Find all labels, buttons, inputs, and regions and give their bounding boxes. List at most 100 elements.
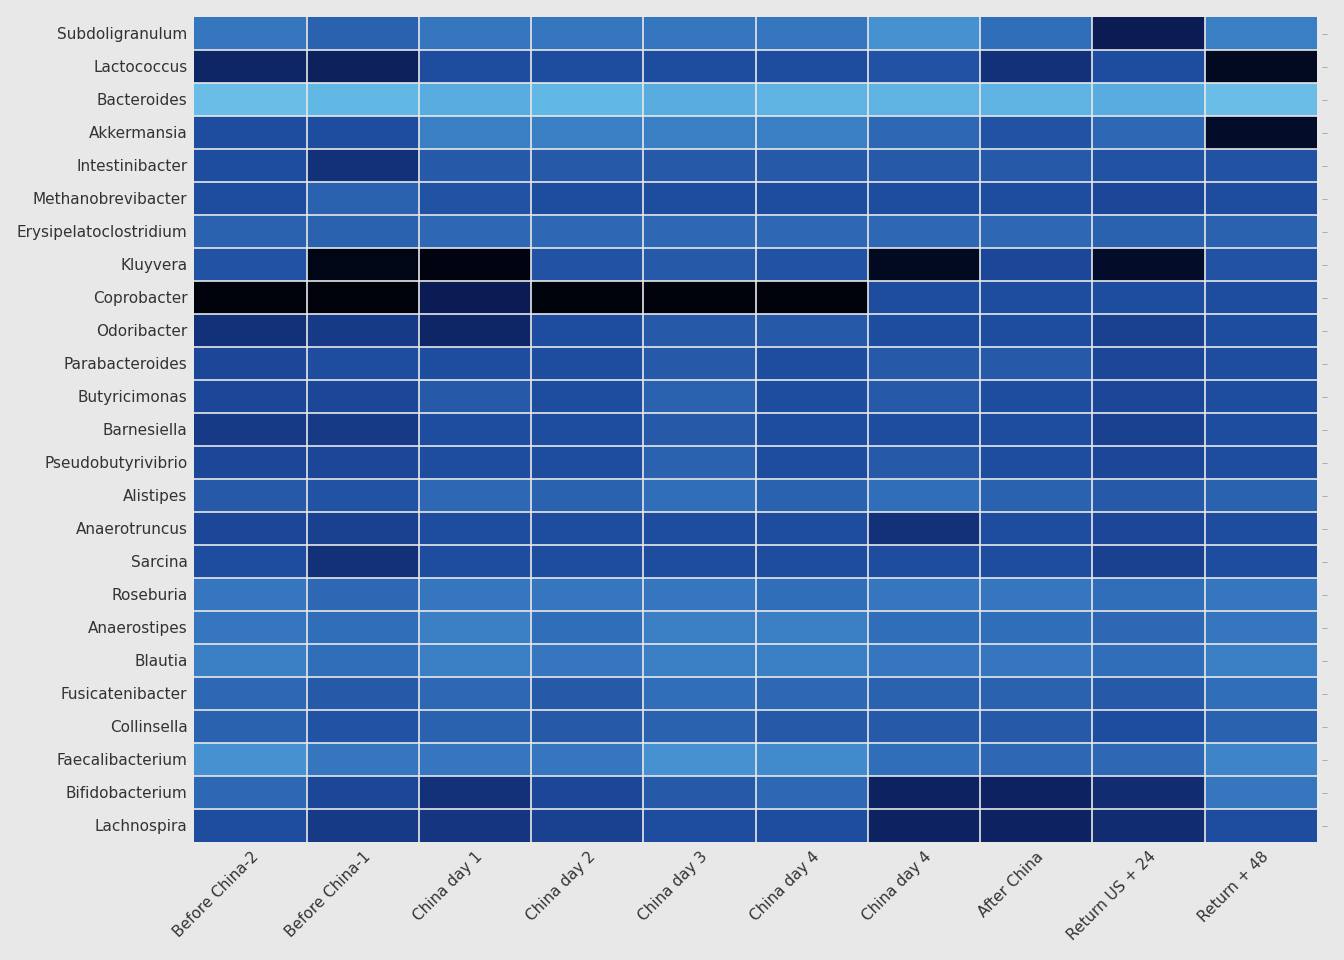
Bar [644,248,755,280]
Bar [980,50,1093,83]
Bar [1204,413,1317,445]
Bar [644,314,755,347]
Bar [868,16,980,50]
Bar [419,116,531,149]
Bar [755,545,868,578]
Bar [980,710,1093,743]
Bar [1093,445,1204,479]
Bar [306,776,419,809]
Bar [1093,644,1204,677]
Bar [531,644,644,677]
Bar [1204,149,1317,181]
Bar [755,380,868,413]
Bar [980,16,1093,50]
Bar [306,479,419,512]
Bar [195,809,306,842]
Bar [980,644,1093,677]
Bar [306,578,419,611]
Bar [980,248,1093,280]
Bar [531,347,644,380]
Bar [1204,50,1317,83]
Bar [306,545,419,578]
Bar [419,677,531,710]
Bar [1093,215,1204,248]
Bar [980,445,1093,479]
Bar [1093,50,1204,83]
Bar [980,545,1093,578]
Bar [644,380,755,413]
Bar [419,445,531,479]
Bar [1093,611,1204,644]
Bar [1093,479,1204,512]
Bar [644,280,755,314]
Bar [306,347,419,380]
Bar [531,512,644,545]
Bar [531,149,644,181]
Bar [868,280,980,314]
Bar [755,710,868,743]
Bar [644,215,755,248]
Bar [868,248,980,280]
Bar [1093,149,1204,181]
Bar [644,578,755,611]
Bar [644,16,755,50]
Bar [868,149,980,181]
Bar [755,181,868,215]
Bar [195,743,306,776]
Bar [419,545,531,578]
Bar [1204,677,1317,710]
Bar [419,413,531,445]
Bar [306,149,419,181]
Bar [1204,611,1317,644]
Bar [419,347,531,380]
Bar [419,280,531,314]
Bar [868,50,980,83]
Bar [644,545,755,578]
Bar [306,215,419,248]
Bar [531,710,644,743]
Bar [531,445,644,479]
Bar [531,280,644,314]
Bar [419,578,531,611]
Bar [419,50,531,83]
Bar [1093,512,1204,545]
Bar [980,181,1093,215]
Bar [419,83,531,116]
Bar [1093,181,1204,215]
Bar [419,380,531,413]
Bar [1204,181,1317,215]
Bar [868,677,980,710]
Bar [306,380,419,413]
Bar [306,809,419,842]
Bar [195,280,306,314]
Bar [1204,248,1317,280]
Bar [306,116,419,149]
Bar [195,578,306,611]
Bar [868,181,980,215]
Bar [644,677,755,710]
Bar [644,644,755,677]
Bar [644,445,755,479]
Bar [868,644,980,677]
Bar [868,479,980,512]
Bar [419,644,531,677]
Bar [644,479,755,512]
Bar [195,413,306,445]
Bar [419,314,531,347]
Bar [868,83,980,116]
Bar [1204,445,1317,479]
Bar [419,776,531,809]
Bar [755,809,868,842]
Bar [644,776,755,809]
Bar [531,413,644,445]
Bar [980,347,1093,380]
Bar [755,512,868,545]
Bar [531,545,644,578]
Bar [644,50,755,83]
Bar [980,743,1093,776]
Bar [868,545,980,578]
Bar [755,743,868,776]
Bar [195,380,306,413]
Bar [1204,83,1317,116]
Bar [1093,578,1204,611]
